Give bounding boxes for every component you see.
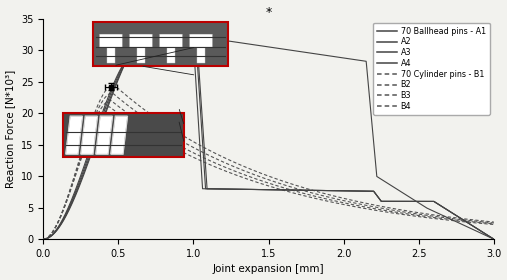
- Bar: [167, 47, 175, 63]
- FancyBboxPatch shape: [100, 34, 122, 47]
- Legend: 70 Ballhead pins - A1, A2, A3, A4, 70 Cylinder pins - B1, B2, B3, B4: 70 Ballhead pins - A1, A2, A3, A4, 70 Cy…: [373, 23, 490, 115]
- Polygon shape: [66, 116, 82, 154]
- Title: *: *: [266, 6, 272, 18]
- Bar: [63, 113, 185, 157]
- FancyBboxPatch shape: [130, 34, 152, 47]
- Polygon shape: [96, 116, 113, 154]
- Bar: [107, 47, 115, 63]
- FancyBboxPatch shape: [160, 34, 182, 47]
- FancyBboxPatch shape: [190, 34, 212, 47]
- X-axis label: Joint expansion [mm]: Joint expansion [mm]: [213, 264, 324, 274]
- Bar: [93, 22, 228, 66]
- Polygon shape: [81, 116, 97, 154]
- Bar: [137, 47, 144, 63]
- Y-axis label: Reaction Force [N*10³]: Reaction Force [N*10³]: [6, 70, 16, 188]
- Bar: [197, 47, 205, 63]
- Polygon shape: [111, 116, 127, 154]
